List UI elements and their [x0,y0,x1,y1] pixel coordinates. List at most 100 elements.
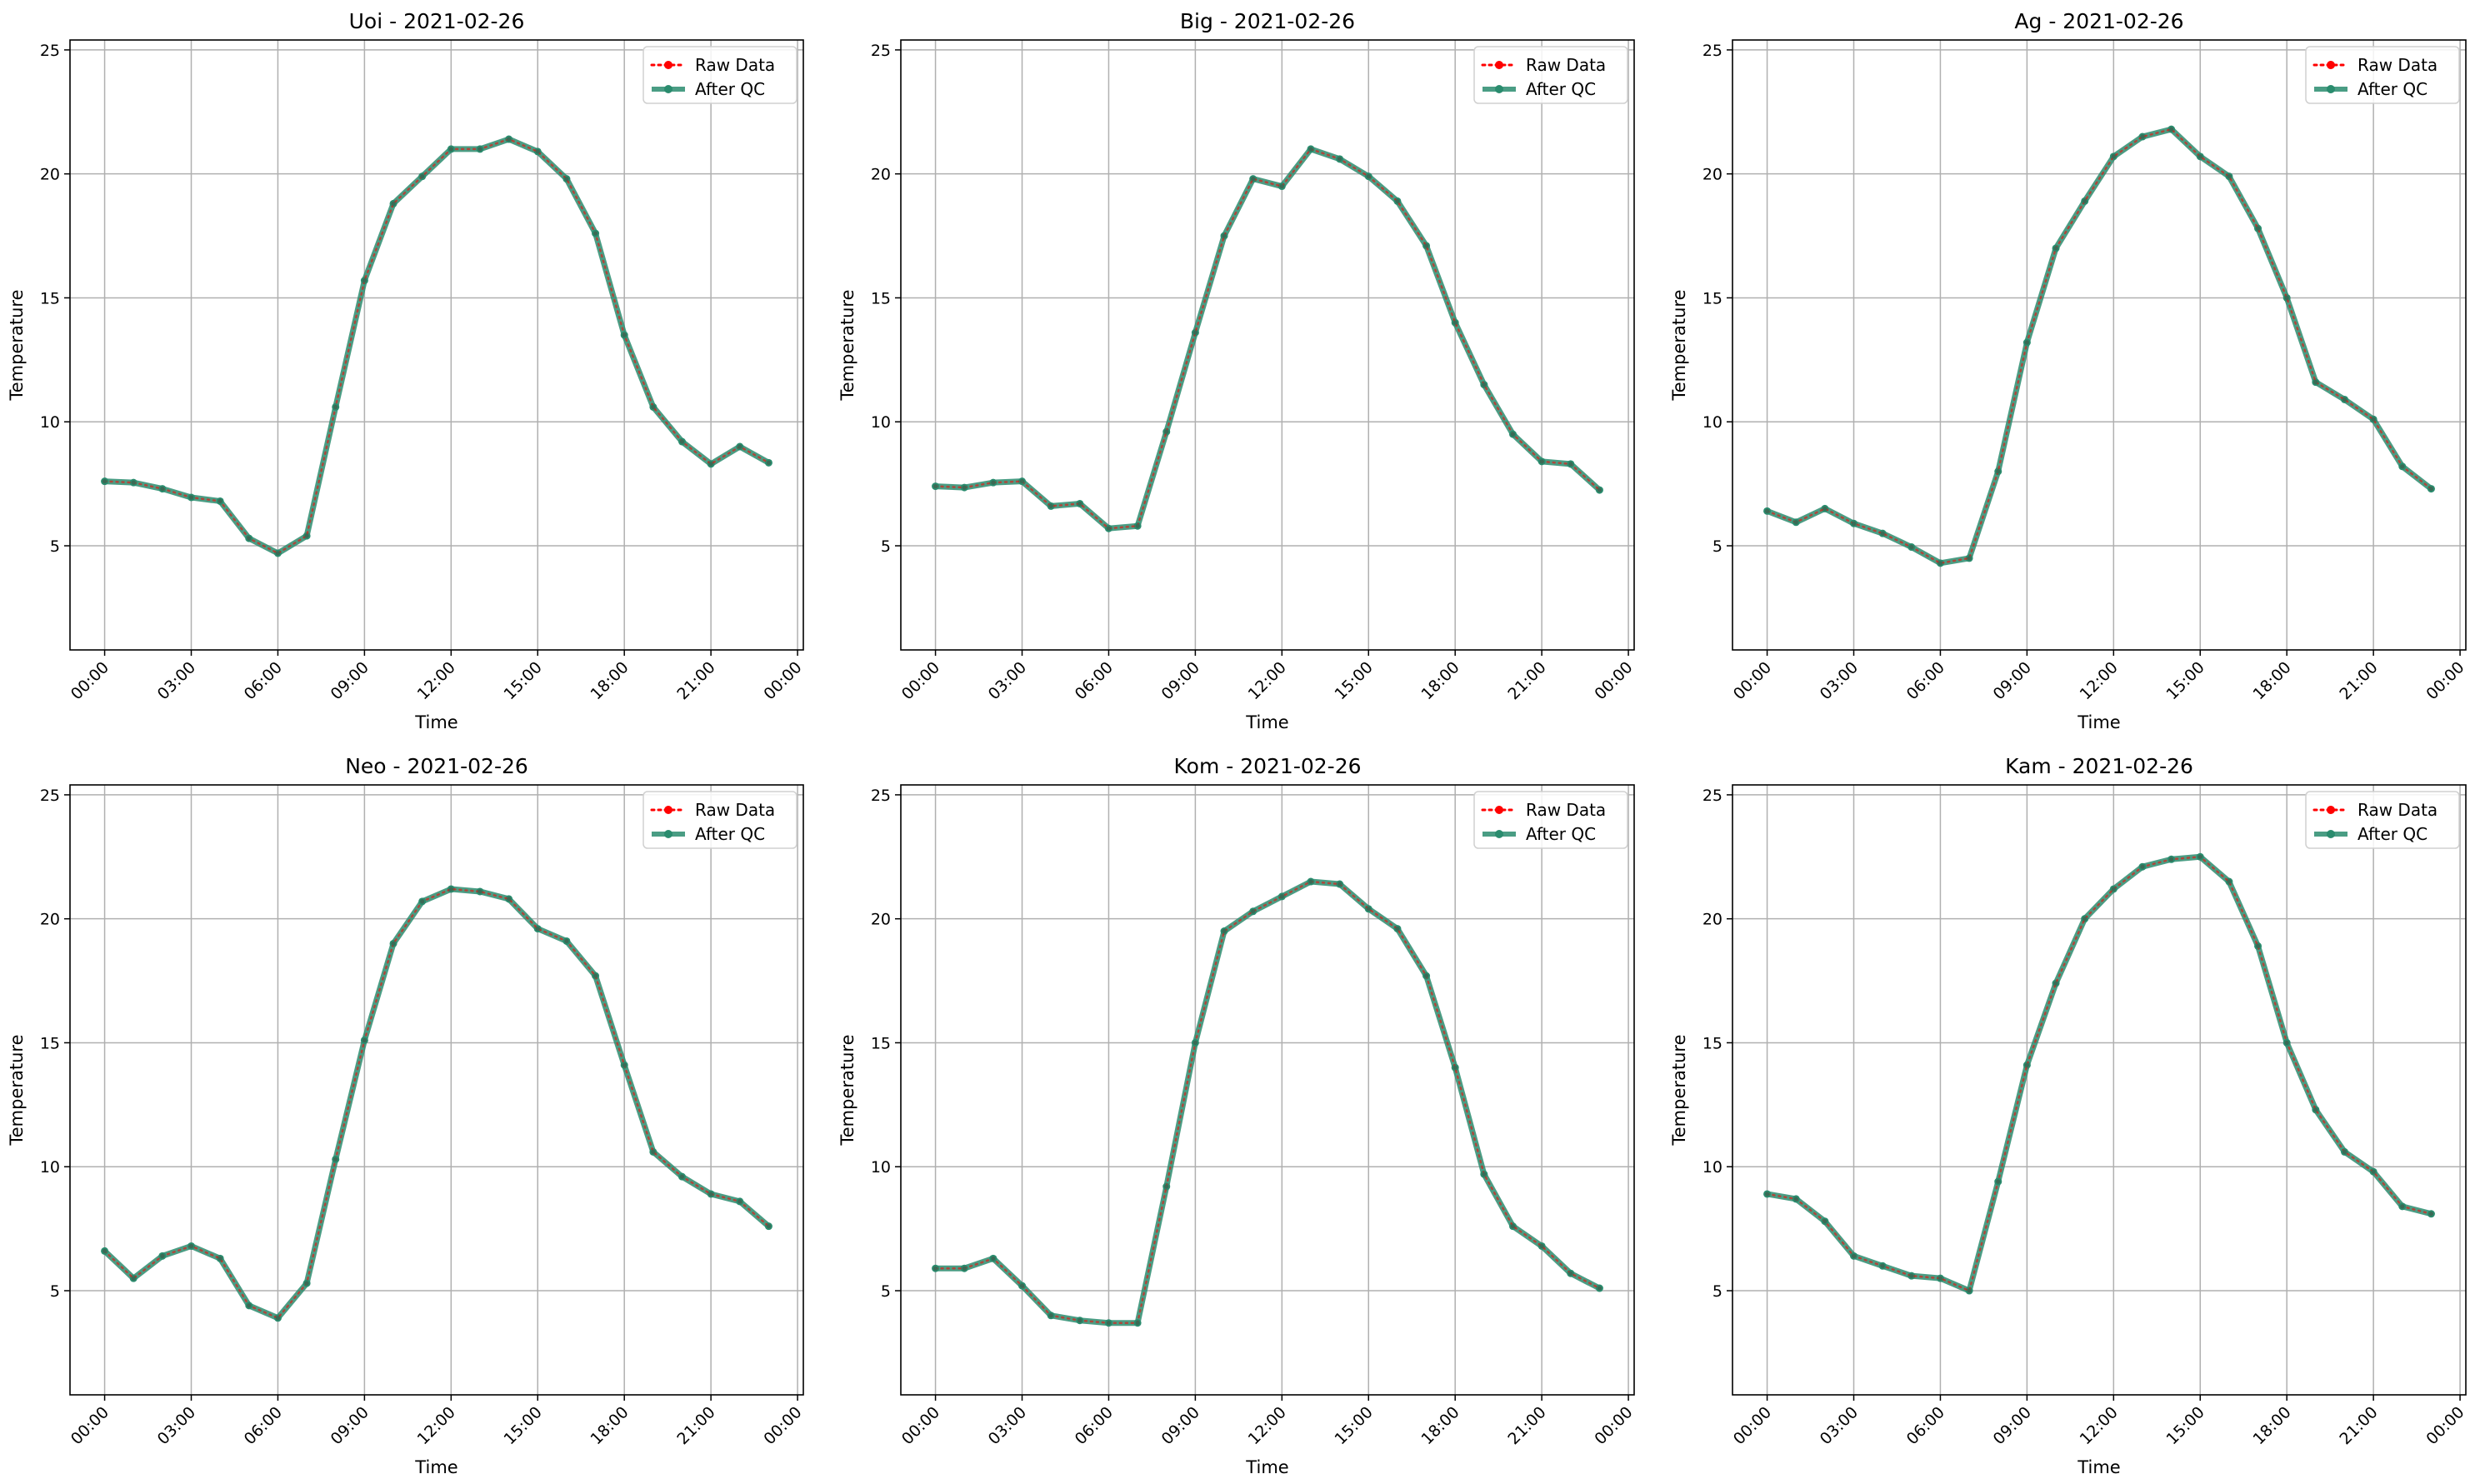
raw-data-point [564,938,569,944]
subplot-title: Big - 2021-02-26 [1180,9,1355,33]
y-tick-label: 20 [871,166,891,184]
raw-data-point [1135,523,1140,528]
raw-data-point [1279,183,1284,189]
raw-data-point [766,1224,772,1229]
raw-data-point [1279,894,1284,899]
raw-data-point [1423,973,1429,978]
raw-data-point [1482,1172,1487,1177]
raw-data-point [1395,198,1400,204]
raw-data-point [1568,462,1573,467]
x-tick-label: 12:00 [1245,658,1290,703]
raw-data-point [535,926,540,932]
raw-data-point [622,332,627,337]
legend-qc-label: After QC [2358,79,2428,99]
legend: Raw Data After QC [1473,46,1628,104]
x-axis-label: Time [414,1457,458,1477]
y-tick-label: 25 [871,787,891,805]
legend-raw-marker [1495,61,1503,69]
raw-data-point [2255,943,2261,949]
y-axis-label: Temperature [838,1034,858,1146]
raw-data-point [1793,1197,1798,1202]
x-tick-label: 12:00 [2077,1403,2122,1448]
raw-data-point [1192,330,1198,335]
raw-data-point [2371,1169,2376,1174]
y-tick-label: 5 [881,1282,891,1301]
raw-data-point [1938,561,1943,566]
raw-data-point [2313,380,2318,385]
y-tick-label: 10 [1702,413,1722,432]
raw-data-point [1597,487,1602,492]
raw-data-point [1019,479,1025,484]
x-tick-label: 15:00 [1332,658,1377,703]
x-tick-label: 09:00 [328,658,372,703]
raw-data-point [1164,1184,1169,1189]
raw-data-point [1851,521,1857,526]
raw-data-point [1967,556,1972,561]
y-axis-label: Temperature [7,289,27,401]
y-tick-label: 20 [1702,166,1722,184]
x-tick-label: 21:00 [2336,658,2381,703]
x-axis-label: Time [1245,1457,1288,1477]
subplot-4: 00:00 03:00 06:00 09:00 12:00 15:00 18:00 21:00… [838,754,1637,1477]
raw-data-point [188,495,194,500]
subplot-5: 00:00 03:00 06:00 09:00 12:00 15:00 18:00 21:00… [1669,754,2468,1477]
y-tick-label: 5 [50,537,60,556]
x-tick-label: 12:00 [1245,1403,1290,1448]
raw-data-point [651,1149,656,1154]
raw-data-point [2198,854,2202,859]
x-tick-label: 15:00 [501,1403,546,1448]
raw-data-point [131,480,136,485]
y-tick-label: 15 [1702,289,1722,307]
series-raw-data-line [103,137,770,555]
x-tick-label: 12:00 [414,658,459,703]
raw-data-point [1539,459,1544,464]
x-tick-label: 06:00 [241,1403,286,1448]
raw-data-point [1764,1192,1770,1197]
subplot-0: 00:00 03:00 06:00 09:00 12:00 15:00 18:00 21:00… [7,9,806,732]
y-tick-label: 25 [871,42,891,60]
raw-data-point [1078,1318,1082,1323]
y-axis-label: Temperature [7,1034,27,1146]
raw-data-point [1251,909,1256,914]
raw-data-point [1366,174,1371,179]
raw-data-point [448,887,453,892]
legend-raw-marker [664,61,672,69]
raw-data-point [1996,469,2001,474]
legend-qc-label: After QC [695,824,765,844]
axes-frame [900,39,1635,651]
legend: Raw Data After QC [2305,791,2460,849]
x-tick-label: 18:00 [2249,1403,2294,1448]
raw-data-point [2111,154,2116,159]
x-tick-label: 00:00 [1730,658,1775,703]
raw-data-point [1078,501,1082,507]
y-tick-label: 20 [871,911,891,929]
raw-data-point [1019,1283,1025,1288]
raw-data-point [304,533,309,538]
x-tick-label: 00:00 [1591,1403,1636,1448]
legend: Raw Data After QC [1473,791,1628,849]
raw-data-point [1395,926,1400,932]
raw-data-point [2428,1212,2434,1217]
raw-data-point [679,439,685,444]
y-axis-label: Temperature [1669,289,1689,401]
subplot-2: 00:00 03:00 06:00 09:00 12:00 15:00 18:00 21:00… [1669,9,2468,732]
raw-data-point [2284,295,2289,301]
x-axis-label: Time [1245,712,1288,732]
raw-data-point [507,137,512,142]
raw-data-point [2284,1040,2289,1046]
raw-data-point [1222,233,1227,238]
raw-data-point [275,1316,281,1321]
x-tick-label: 00:00 [68,658,112,703]
raw-data-point [738,444,742,449]
x-tick-label: 09:00 [1158,658,1203,703]
y-tick-label: 15 [40,1034,60,1052]
raw-data-point [932,484,938,489]
x-tick-label: 06:00 [1903,1403,1948,1448]
raw-data-point [622,1062,627,1067]
legend-qc-marker [664,830,672,838]
legend-qc-marker [1495,830,1503,838]
raw-data-point [1452,1065,1458,1070]
axes-frame [1732,39,2467,651]
x-tick-label: 00:00 [2422,658,2468,703]
subplot-3: 00:00 03:00 06:00 09:00 12:00 15:00 18:00 21:00… [7,754,806,1477]
